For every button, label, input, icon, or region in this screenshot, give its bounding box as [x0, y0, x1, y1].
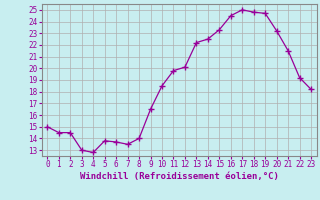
- X-axis label: Windchill (Refroidissement éolien,°C): Windchill (Refroidissement éolien,°C): [80, 172, 279, 181]
